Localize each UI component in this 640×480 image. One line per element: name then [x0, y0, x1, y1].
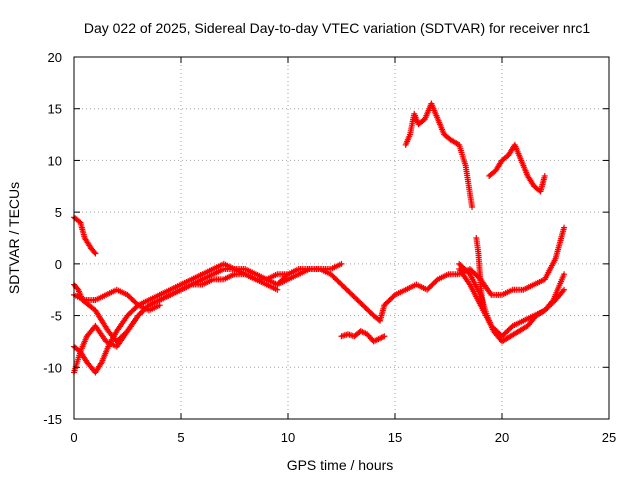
axis-ticks: 0 5 10 15 20 25 -15 -10 -5 0 5 10 15 20 [43, 50, 616, 445]
plus-markers [486, 141, 548, 195]
data-series-s3 [71, 260, 345, 376]
plot-frame [73, 56, 610, 420]
plus-markers [71, 260, 345, 376]
plus-markers [402, 100, 476, 210]
grid-lines [74, 57, 609, 419]
y-axis-label: SDTVAR / TECUs [6, 182, 22, 294]
x-axis-label: GPS time / hours [287, 457, 394, 473]
x-tick-label: 20 [495, 430, 509, 445]
y-tick-label: 0 [55, 257, 62, 272]
data-series-s8 [402, 100, 476, 210]
plus-markers [473, 235, 486, 309]
data-series-s6 [274, 224, 568, 324]
data-series-s7 [338, 328, 388, 345]
x-tick-label: 0 [70, 430, 77, 445]
y-tick-label: 20 [48, 50, 62, 65]
y-tick-label: 15 [48, 102, 62, 117]
data-series-s9 [486, 141, 548, 195]
data-series-s12 [473, 235, 486, 309]
y-tick-label: 5 [55, 205, 62, 220]
data-series-group [71, 100, 568, 376]
plus-markers [274, 224, 568, 324]
x-tick-label: 5 [177, 430, 184, 445]
x-tick-label: 15 [388, 430, 402, 445]
plus-markers [338, 328, 388, 345]
y-tick-label: -15 [43, 412, 62, 427]
y-tick-label: -5 [50, 309, 62, 324]
plus-markers [71, 214, 99, 257]
data-series-s1 [71, 214, 99, 257]
plus-markers [456, 266, 568, 340]
chart-title: Day 022 of 2025, Sidereal Day-to-day VTE… [84, 20, 590, 36]
series-trace [276, 226, 566, 322]
y-tick-label: -10 [43, 360, 62, 375]
data-series-s11 [456, 266, 568, 340]
x-tick-label: 10 [281, 430, 295, 445]
y-tick-label: 10 [48, 153, 62, 168]
x-tick-label: 25 [602, 430, 616, 445]
